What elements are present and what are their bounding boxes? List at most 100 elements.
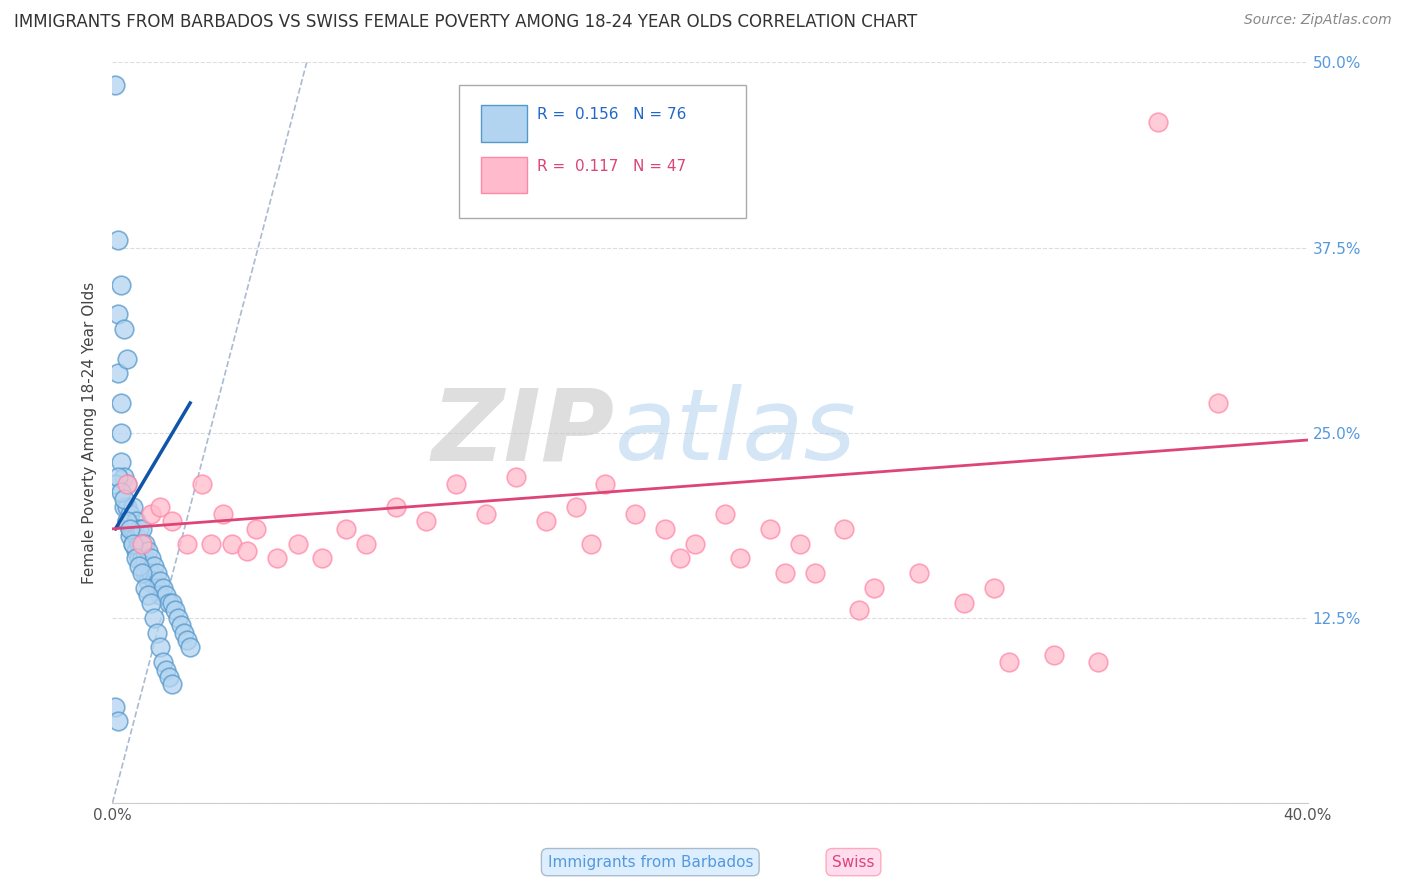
Point (356, 536, 378, 550)
Point (141, 596, 163, 610)
Point (149, 500, 172, 514)
Point (564, 500, 586, 514)
Point (104, 78, 127, 92)
Point (120, 522, 142, 536)
Point (534, 515, 557, 529)
Point (149, 589, 172, 603)
Point (212, 507, 235, 521)
Point (131, 551, 153, 566)
Text: R =  0.156   N = 76: R = 0.156 N = 76 (537, 107, 686, 122)
Point (221, 536, 243, 550)
Point (122, 522, 145, 536)
Point (141, 551, 163, 566)
Point (1087, 655, 1109, 669)
Point (125, 515, 148, 529)
Point (131, 536, 153, 550)
Point (120, 529, 142, 543)
Point (728, 551, 751, 566)
Point (143, 574, 166, 588)
Point (683, 536, 706, 550)
Point (149, 574, 172, 588)
Point (1206, 396, 1229, 410)
Point (110, 396, 132, 410)
Point (173, 625, 195, 640)
Point (803, 566, 825, 581)
Point (128, 536, 150, 550)
Point (125, 529, 148, 543)
Point (122, 536, 145, 550)
Point (104, 699, 127, 714)
Point (107, 470, 129, 484)
FancyBboxPatch shape (458, 85, 747, 218)
Point (167, 610, 190, 624)
Point (110, 484, 132, 499)
Point (335, 522, 357, 536)
Point (385, 500, 408, 514)
Point (191, 477, 214, 491)
Text: Swiss: Swiss (832, 855, 875, 870)
Text: Immigrants from Barbados: Immigrants from Barbados (547, 855, 754, 870)
Point (146, 581, 169, 595)
Point (200, 536, 222, 550)
Text: R =  0.117   N = 47: R = 0.117 N = 47 (537, 159, 686, 174)
Point (138, 544, 160, 558)
Text: IMMIGRANTS FROM BARBADOS VS SWISS FEMALE POVERTY AMONG 18-24 YEAR OLDS CORRELATI: IMMIGRANTS FROM BARBADOS VS SWISS FEMALE… (14, 13, 917, 31)
Point (114, 500, 135, 514)
Point (141, 566, 163, 581)
Point (146, 566, 169, 581)
Point (152, 581, 174, 595)
Point (143, 558, 166, 573)
Point (983, 581, 1005, 595)
Point (138, 558, 160, 573)
Point (475, 507, 498, 521)
Point (107, 367, 129, 381)
Point (155, 589, 177, 603)
Point (128, 551, 150, 566)
Point (120, 507, 142, 521)
Point (714, 507, 737, 521)
Point (114, 470, 135, 484)
Point (834, 522, 856, 536)
Point (122, 536, 145, 550)
Point (134, 581, 156, 595)
Point (789, 536, 811, 550)
Point (131, 536, 153, 550)
Point (287, 536, 309, 550)
Point (311, 551, 333, 566)
Point (624, 507, 647, 521)
Point (134, 536, 156, 550)
Point (117, 515, 139, 529)
Point (117, 500, 139, 514)
Point (110, 277, 132, 292)
Point (155, 663, 177, 677)
Text: atlas: atlas (614, 384, 856, 481)
Point (117, 477, 139, 491)
Point (110, 425, 132, 440)
Text: ZIP: ZIP (432, 384, 614, 481)
Point (176, 632, 198, 647)
Point (1147, 114, 1170, 128)
Point (579, 536, 602, 550)
Point (117, 515, 139, 529)
Point (595, 477, 617, 491)
Point (157, 596, 180, 610)
Point (107, 233, 129, 247)
Point (179, 640, 201, 655)
Point (157, 670, 180, 684)
Point (117, 351, 139, 366)
Point (120, 522, 142, 536)
Point (245, 522, 267, 536)
Point (138, 574, 160, 588)
Point (773, 566, 796, 581)
Point (165, 603, 187, 617)
Point (122, 500, 145, 514)
Point (104, 477, 127, 491)
Point (953, 596, 976, 610)
Point (114, 492, 135, 507)
Point (863, 581, 886, 595)
Point (128, 522, 150, 536)
Point (134, 566, 156, 581)
Point (908, 566, 931, 581)
Point (107, 307, 129, 321)
Point (149, 640, 172, 655)
